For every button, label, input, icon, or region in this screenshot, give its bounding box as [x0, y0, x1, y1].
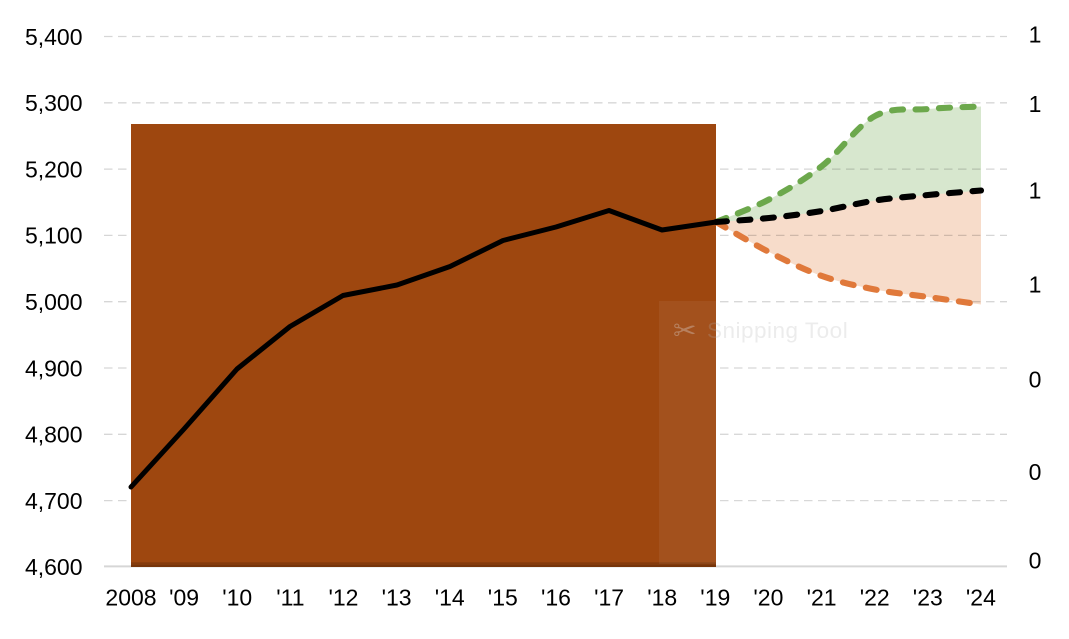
svg-text:'16: '16	[541, 585, 571, 611]
svg-text:5,400: 5,400	[25, 24, 83, 50]
svg-text:1: 1	[1029, 21, 1042, 47]
svg-text:'21: '21	[807, 585, 837, 611]
svg-text:'22: '22	[860, 585, 890, 611]
svg-text:2008: 2008	[105, 585, 156, 611]
svg-text:5,300: 5,300	[25, 90, 83, 116]
svg-text:'14: '14	[435, 585, 465, 611]
svg-text:1: 1	[1029, 177, 1042, 203]
svg-text:4,700: 4,700	[25, 488, 83, 514]
svg-text:5,000: 5,000	[25, 289, 83, 315]
svg-text:'17: '17	[594, 585, 624, 611]
svg-text:4,600: 4,600	[25, 554, 83, 580]
svg-text:4,800: 4,800	[25, 422, 83, 448]
svg-text:4,900: 4,900	[25, 355, 83, 381]
svg-text:'12: '12	[329, 585, 359, 611]
svg-text:0: 0	[1029, 366, 1042, 392]
svg-text:5,100: 5,100	[25, 223, 83, 249]
svg-text:0: 0	[1029, 547, 1042, 573]
svg-text:'10: '10	[222, 585, 252, 611]
svg-text:'24: '24	[966, 585, 996, 611]
svg-text:'13: '13	[382, 585, 412, 611]
svg-text:5,200: 5,200	[25, 156, 83, 182]
svg-text:'09: '09	[169, 585, 199, 611]
svg-text:1: 1	[1029, 91, 1042, 117]
svg-text:1: 1	[1029, 271, 1042, 297]
svg-text:'20: '20	[753, 585, 783, 611]
svg-text:'11: '11	[276, 585, 304, 611]
svg-text:'18: '18	[647, 585, 677, 611]
svg-text:'19: '19	[700, 585, 730, 611]
svg-text:0: 0	[1029, 459, 1042, 485]
svg-text:'23: '23	[913, 585, 943, 611]
svg-text:'15: '15	[488, 585, 518, 611]
